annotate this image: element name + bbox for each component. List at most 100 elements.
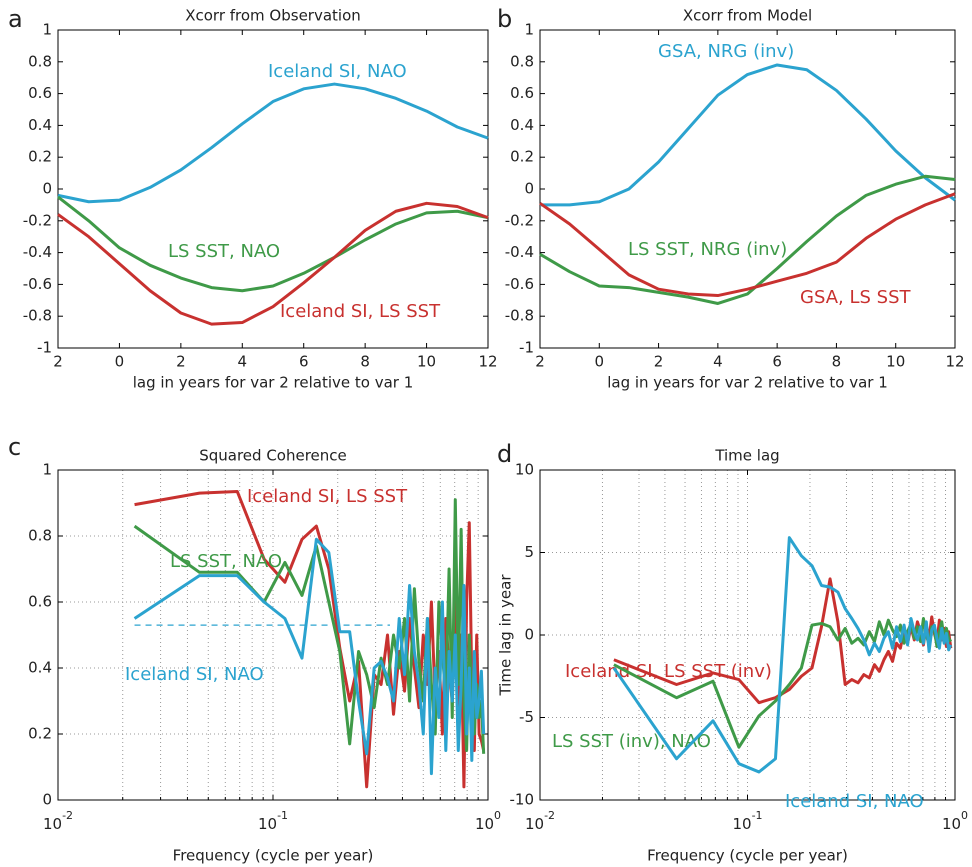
y-tick-label: 5 bbox=[524, 543, 534, 561]
series-line bbox=[612, 536, 953, 774]
x-tick-label: 12 bbox=[945, 353, 964, 371]
series-line bbox=[539, 192, 956, 298]
x-tick-exponent: -1 bbox=[752, 809, 763, 822]
y-tick-label: 1 bbox=[524, 21, 534, 39]
x-tick-label: 2 bbox=[176, 353, 186, 371]
x-tick-label: 12 bbox=[478, 353, 497, 371]
x-tick-label: 100 bbox=[475, 809, 501, 833]
axes-frame bbox=[539, 29, 956, 349]
y-tick-label: -0.4 bbox=[505, 243, 534, 261]
x-axis-label: lag in years for var 2 relative to var 1 bbox=[607, 374, 888, 392]
x-axis-label: Frequency (cycle per year) bbox=[647, 847, 848, 865]
panel-label: a bbox=[8, 5, 23, 33]
y-tick-label: 0.8 bbox=[28, 527, 52, 545]
y-tick-label: -0.2 bbox=[505, 211, 534, 229]
axes-frame bbox=[57, 29, 489, 349]
x-tick-exponent: 0 bbox=[961, 809, 968, 822]
series-label: GSA, NRG (inv) bbox=[658, 41, 794, 62]
axes-frame bbox=[57, 469, 489, 801]
x-tick-label: 4 bbox=[238, 353, 248, 371]
x-tick-label: 6 bbox=[299, 353, 309, 371]
y-tick-label: 0.2 bbox=[510, 148, 534, 166]
x-tick-label: 0 bbox=[115, 353, 125, 371]
series-line bbox=[57, 82, 489, 204]
x-tick-label: 100 bbox=[942, 809, 968, 833]
x-tick-exponent: -2 bbox=[62, 809, 73, 822]
y-tick-label: -10 bbox=[510, 791, 535, 809]
x-tick-label: 10-1 bbox=[732, 809, 762, 833]
y-tick-label: 0.4 bbox=[28, 116, 52, 134]
x-tick-label: 2 bbox=[654, 353, 664, 371]
y-tick-label: 0 bbox=[524, 626, 534, 644]
x-tick-base: 10 bbox=[43, 815, 62, 833]
series-label: Iceland SI, LS SST (inv) bbox=[565, 661, 772, 682]
panel-label: b bbox=[497, 5, 512, 33]
x-tick-base: 10 bbox=[732, 815, 751, 833]
y-tick-label: 0.6 bbox=[28, 593, 52, 611]
axes-frame bbox=[539, 469, 956, 801]
x-tick-base: 10 bbox=[942, 815, 961, 833]
y-tick-label: -0.6 bbox=[505, 275, 534, 293]
panel-label: d bbox=[497, 440, 512, 468]
chart-title: Xcorr from Model bbox=[683, 7, 812, 25]
x-tick-label: 8 bbox=[832, 353, 842, 371]
series-label: Iceland SI, NAO bbox=[785, 791, 924, 812]
series-label: LS SST, NAO bbox=[168, 241, 280, 262]
y-axis-label: Time lag in year bbox=[497, 574, 515, 697]
series-line bbox=[539, 174, 956, 305]
y-tick-label: -0.6 bbox=[23, 275, 52, 293]
x-tick-label: 8 bbox=[360, 353, 370, 371]
y-tick-label: 10 bbox=[515, 461, 534, 479]
series-label: LS SST (inv), NAO bbox=[552, 731, 711, 752]
y-tick-label: 0.6 bbox=[510, 84, 534, 102]
y-tick-label: 1 bbox=[42, 21, 52, 39]
x-tick-exponent: -1 bbox=[277, 809, 288, 822]
chart-title: Xcorr from Observation bbox=[185, 7, 361, 25]
series-line bbox=[57, 195, 489, 293]
y-tick-label: -1 bbox=[519, 339, 534, 357]
y-tick-label: 0.8 bbox=[510, 52, 534, 70]
x-tick-label: 10-2 bbox=[43, 809, 73, 833]
x-tick-label: 6 bbox=[772, 353, 782, 371]
chart-title: Time lag bbox=[714, 447, 779, 465]
y-tick-label: -5 bbox=[519, 708, 534, 726]
y-tick-label: 0 bbox=[42, 180, 52, 198]
x-tick-label: 10 bbox=[886, 353, 905, 371]
series-label: Iceland SI, LS SST bbox=[280, 301, 441, 322]
series-label: GSA, LS SST bbox=[800, 287, 911, 308]
x-tick-base: 10 bbox=[525, 815, 544, 833]
y-tick-label: -0.4 bbox=[23, 243, 52, 261]
x-tick-label: 10-2 bbox=[525, 809, 555, 833]
x-tick-base: 10 bbox=[475, 815, 494, 833]
y-tick-label: -0.2 bbox=[23, 211, 52, 229]
series-label: Iceland SI, NAO bbox=[268, 61, 407, 82]
series-label: Iceland SI, NAO bbox=[125, 664, 264, 685]
panel-label: c bbox=[8, 433, 21, 461]
y-tick-label: 1 bbox=[42, 461, 52, 479]
series-label: Iceland SI, LS SST bbox=[247, 486, 408, 507]
x-tick-label: 2 bbox=[535, 353, 545, 371]
series-line bbox=[57, 201, 489, 326]
y-tick-label: 0.6 bbox=[28, 84, 52, 102]
y-tick-label: -1 bbox=[37, 339, 52, 357]
x-tick-label: 0 bbox=[595, 353, 605, 371]
y-tick-label: 0.4 bbox=[28, 659, 52, 677]
y-tick-label: 0.2 bbox=[28, 725, 52, 743]
y-tick-label: 0.8 bbox=[28, 52, 52, 70]
y-tick-label: -0.8 bbox=[23, 307, 52, 325]
x-tick-exponent: 0 bbox=[494, 809, 501, 822]
x-tick-label: 2 bbox=[53, 353, 63, 371]
y-tick-label: -0.8 bbox=[505, 307, 534, 325]
x-tick-exponent: -2 bbox=[544, 809, 555, 822]
y-tick-label: 0 bbox=[524, 180, 534, 198]
x-tick-label: 10 bbox=[417, 353, 436, 371]
series-line bbox=[540, 63, 956, 207]
x-tick-label: 4 bbox=[713, 353, 723, 371]
series-label: LS SST, NRG (inv) bbox=[628, 239, 787, 260]
y-tick-label: 0.4 bbox=[510, 116, 534, 134]
chart-title: Squared Coherence bbox=[199, 447, 347, 465]
series-line bbox=[133, 537, 486, 776]
x-tick-base: 10 bbox=[258, 815, 277, 833]
